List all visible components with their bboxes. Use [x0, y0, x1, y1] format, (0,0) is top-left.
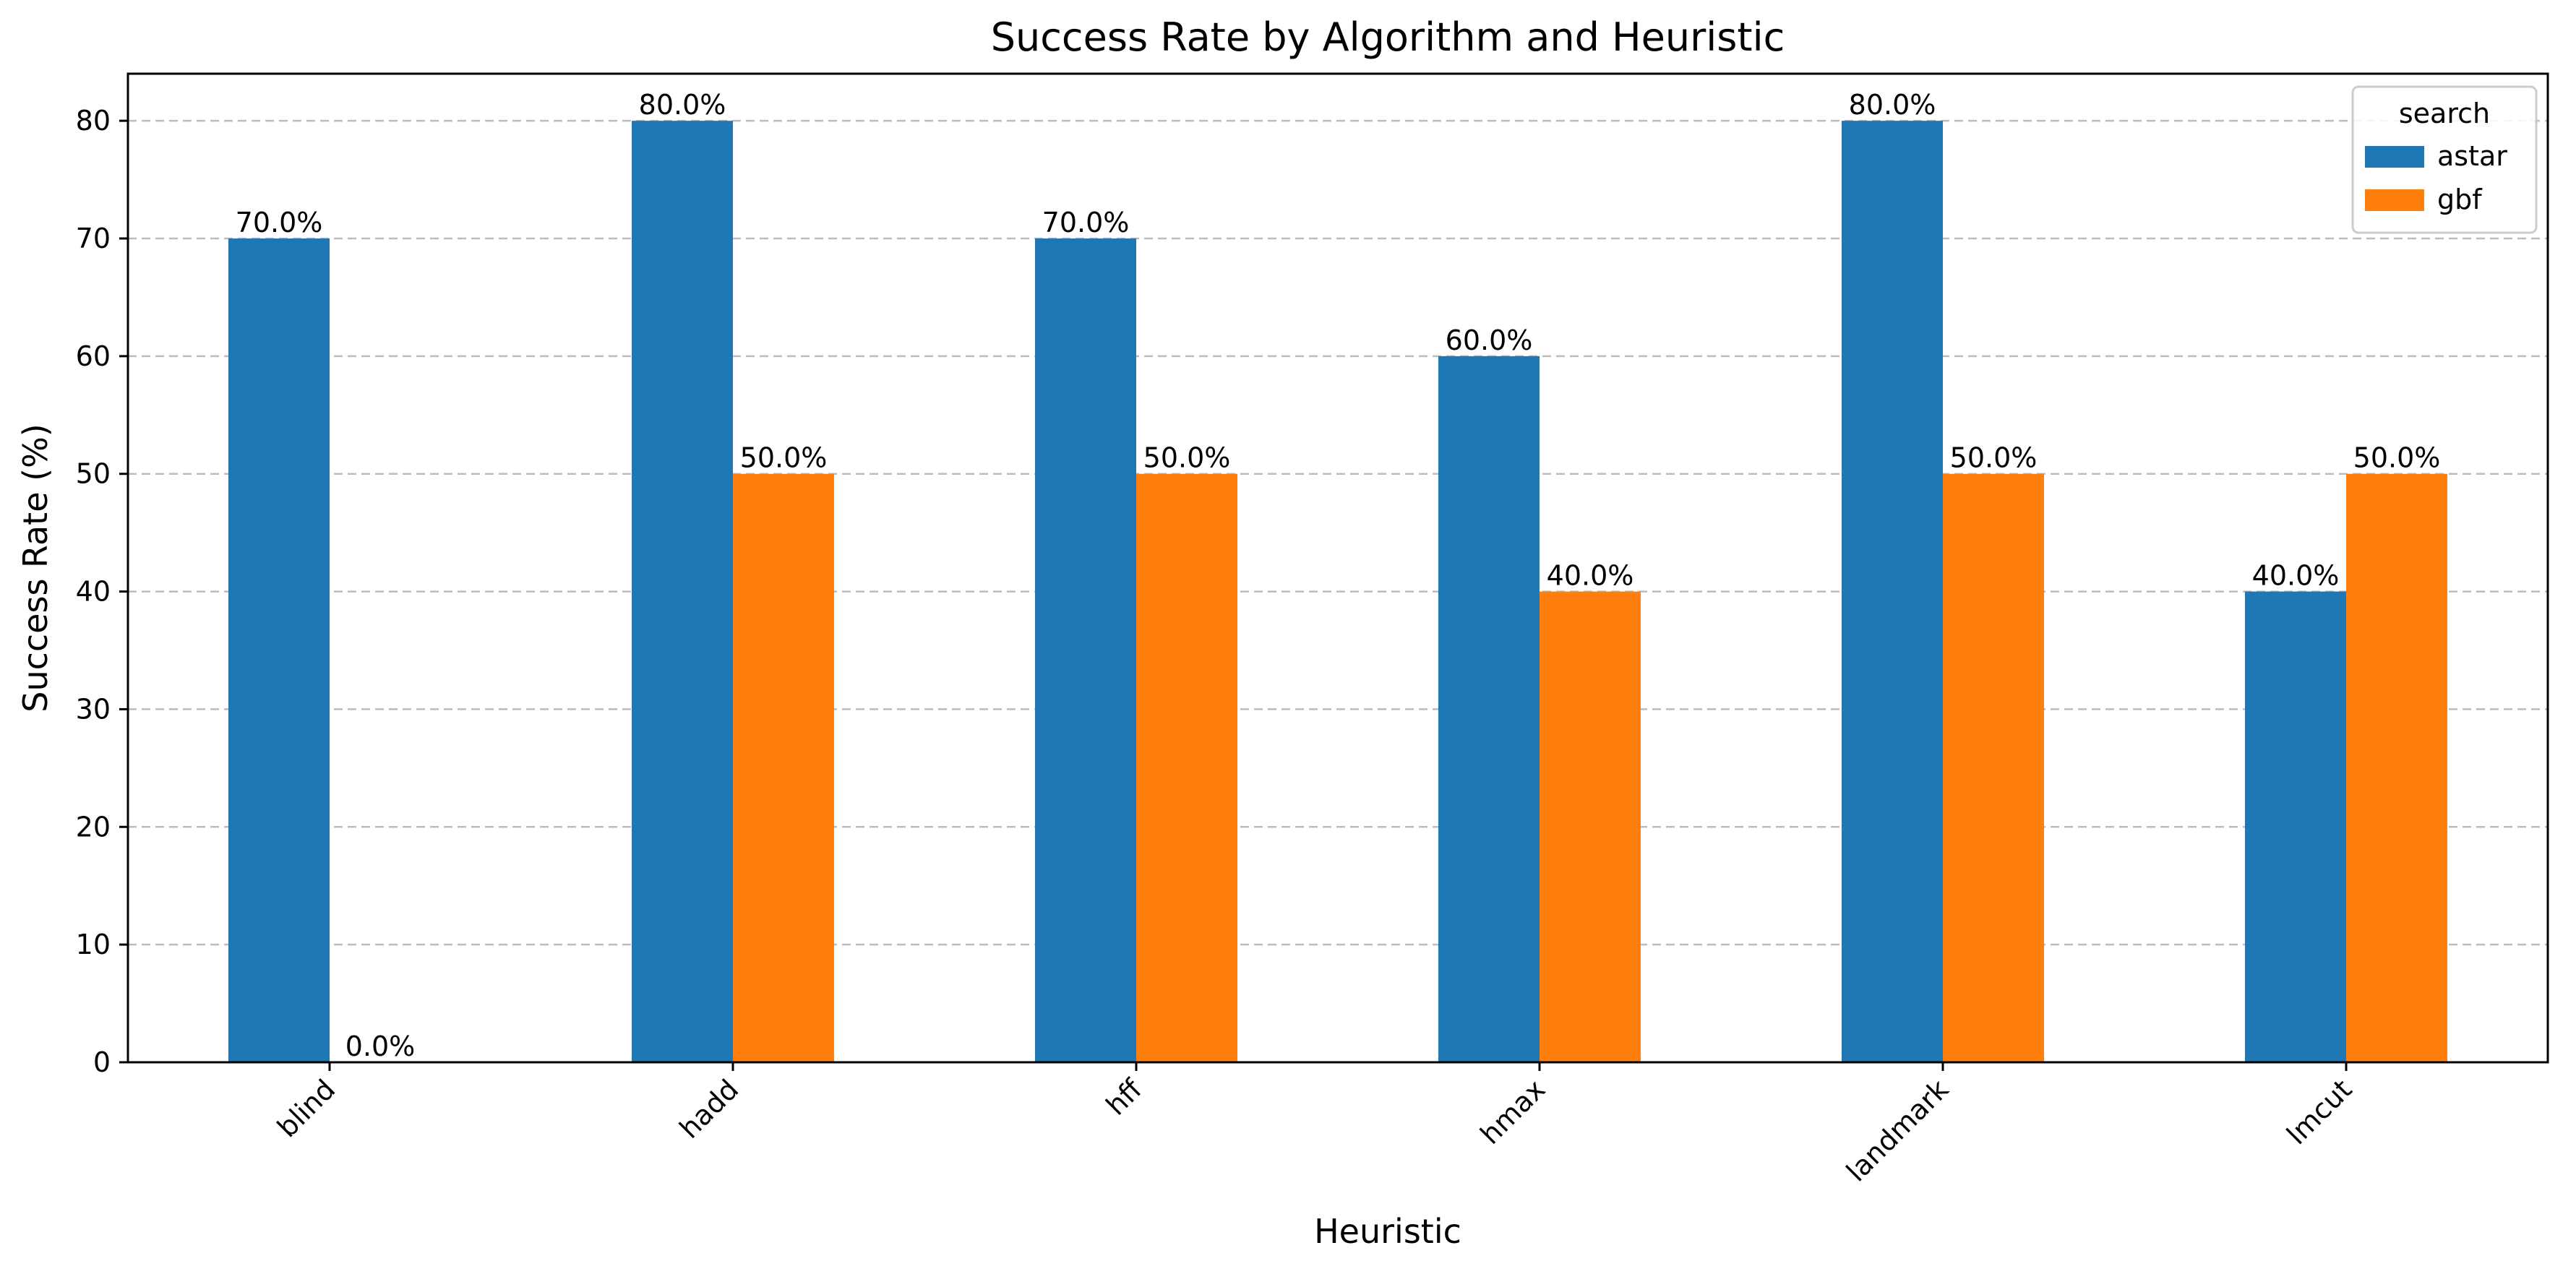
y-axis-label: Success Rate (%) [16, 423, 55, 713]
bar-gbf-hmax [1540, 591, 1641, 1062]
data-label-astar-lmcut: 40.0% [2252, 560, 2340, 592]
bar-gbf-landmark [1943, 473, 2044, 1062]
gridlines [128, 119, 2548, 946]
y-tick-label: 50 [76, 458, 111, 490]
chart-title: Success Rate by Algorithm and Heuristic [991, 14, 1785, 60]
legend-label-astar: astar [2437, 140, 2507, 172]
y-tick-label: 10 [76, 929, 111, 960]
legend-label-gbf: gbf [2437, 184, 2483, 215]
data-label-astar-hff: 70.0% [1042, 207, 1130, 238]
y-tick-label: 30 [76, 693, 111, 725]
y-tick-label: 20 [76, 811, 111, 843]
data-label-astar-hmax: 60.0% [1446, 324, 1533, 356]
y-axis: 0 10 20 30 40 50 60 70 80 [76, 105, 128, 1078]
x-axis-label: Heuristic [1314, 1212, 1461, 1251]
bar-astar-lmcut [2245, 591, 2346, 1062]
data-label-gbf-hmax: 40.0% [1547, 560, 1634, 592]
data-label-gbf-hff: 50.0% [1143, 442, 1231, 474]
data-label-gbf-hadd: 50.0% [740, 442, 828, 474]
bar-astar-blind [228, 238, 330, 1062]
plot-frame [126, 72, 2549, 1064]
y-tick-label: 0 [93, 1046, 111, 1078]
data-label-astar-blind: 70.0% [236, 207, 323, 238]
y-tick-label: 60 [76, 340, 111, 372]
bars [228, 121, 2447, 1063]
bar-gbf-hff [1136, 473, 1237, 1062]
bar-astar-hadd [632, 121, 733, 1063]
data-label-gbf-lmcut: 50.0% [2353, 442, 2441, 474]
legend-swatch-astar [2365, 146, 2424, 168]
legend: search astar gbf [2351, 85, 2538, 234]
bar-gbf-hadd [733, 473, 834, 1062]
y-tick-label: 80 [76, 105, 111, 137]
data-label-astar-landmark: 80.0% [1849, 89, 1936, 121]
legend-title: search [2399, 98, 2490, 129]
y-tick-label: 70 [76, 223, 111, 254]
legend-swatch-gbf [2365, 189, 2424, 211]
data-label-astar-hadd: 80.0% [639, 89, 726, 121]
bar-astar-landmark [1842, 121, 1943, 1063]
data-label-gbf-blind: 0.0% [345, 1030, 416, 1062]
data-labels: 70.0% 0.0% 80.0% 50.0% 70.0% 50.0% 60.0% 40.0% 8… [236, 89, 2441, 1062]
y-tick-label: 40 [76, 576, 111, 608]
bar-astar-hmax [1438, 356, 1540, 1062]
bar-gbf-lmcut [2346, 473, 2447, 1062]
data-label-gbf-landmark: 50.0% [1950, 442, 2038, 474]
bar-astar-hff [1035, 238, 1136, 1062]
